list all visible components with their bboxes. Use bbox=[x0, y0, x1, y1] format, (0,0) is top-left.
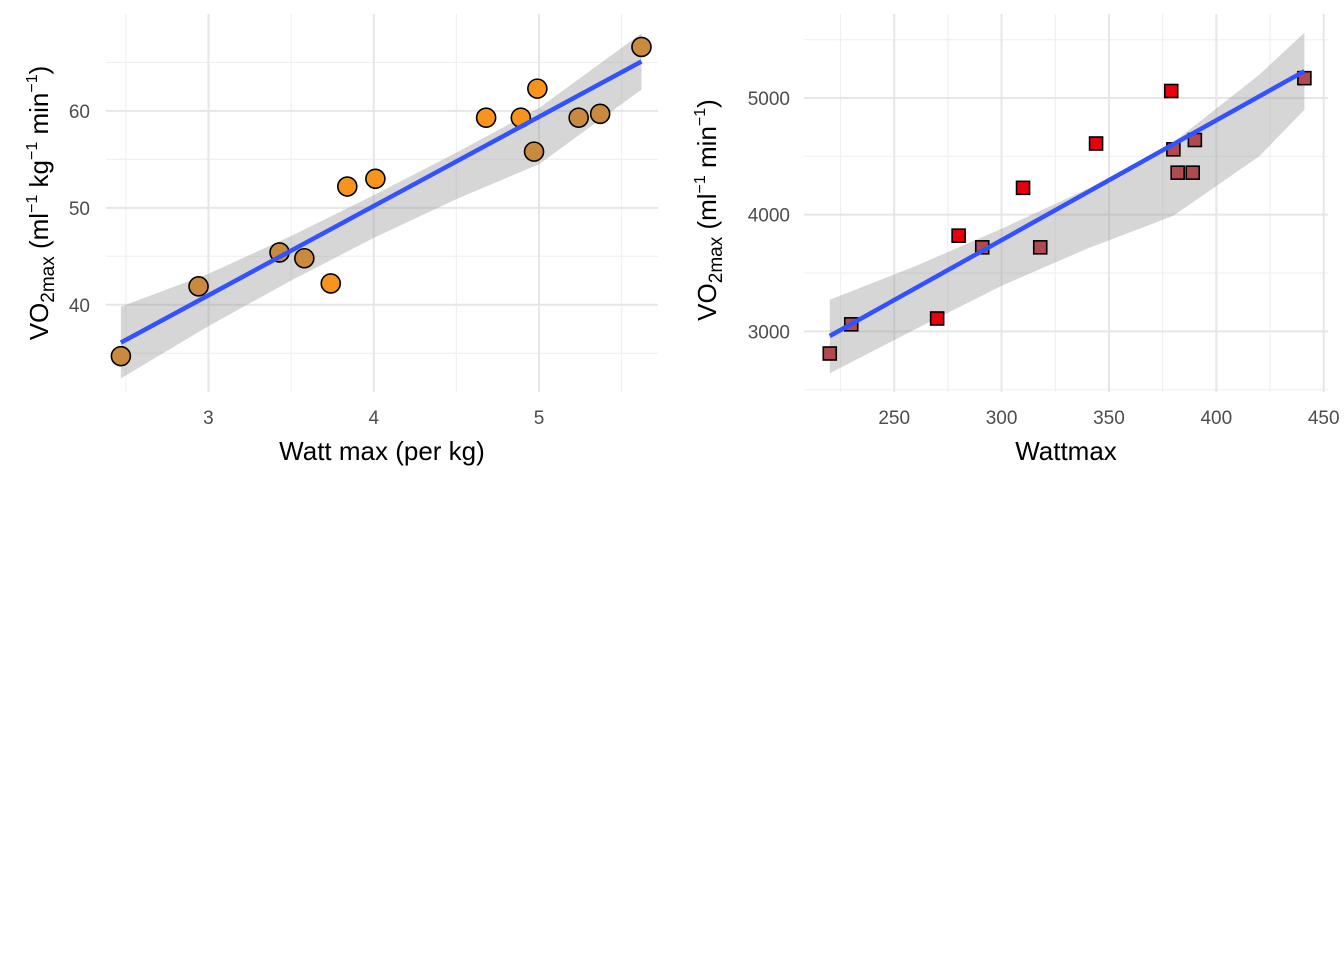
chart-1-y-tick-label: 5000 bbox=[748, 89, 790, 110]
chart-0-y-tick-label: 40 bbox=[69, 296, 90, 317]
chart-1-x-axis-title: Wattmax bbox=[1015, 436, 1117, 466]
chart-0-y-title-unit-min: min bbox=[24, 93, 54, 142]
chart-0-y-title-superscript: −1 bbox=[24, 142, 41, 160]
chart-0-confidence-band bbox=[120, 33, 642, 379]
chart-1-x-tick-label: 400 bbox=[1200, 408, 1232, 429]
chart-1-fit-line bbox=[828, 69, 1306, 338]
chart-0-y-title-superscript: −1 bbox=[24, 195, 41, 213]
chart-0-y-title-unit-open: (ml bbox=[24, 213, 54, 256]
chart-1-y-title-unit-min: min bbox=[692, 126, 722, 175]
chart-1-y-tick-label: 4000 bbox=[748, 206, 790, 227]
chart-0-data-point-1 bbox=[188, 276, 209, 297]
chart-1-y-title-superscript: −1 bbox=[692, 175, 709, 193]
chart-0-data-point-6 bbox=[365, 168, 386, 190]
chart-1-x-tick-label: 300 bbox=[986, 408, 1018, 429]
chart-1-x-tick-label: 450 bbox=[1308, 408, 1340, 429]
chart-0-y-title-unit-kg: kg bbox=[24, 160, 54, 195]
chart-1-data-point-5 bbox=[1015, 180, 1031, 196]
chart-0-fit-line bbox=[119, 59, 643, 345]
chart-1-y-title-unit-close: ) bbox=[692, 99, 722, 108]
chart-0-data-point-4 bbox=[320, 273, 342, 294]
chart-0-y-title-subscript: 2max bbox=[38, 256, 59, 303]
chart-0-data-point-12 bbox=[589, 103, 611, 125]
chart-1-y-title-main: VO bbox=[692, 283, 722, 321]
chart-0-data-point-10 bbox=[527, 78, 548, 99]
chart-1-data-point-6 bbox=[1032, 240, 1048, 255]
chart-0-y-tick-label: 50 bbox=[69, 199, 90, 220]
chart-0-data-point-3 bbox=[294, 247, 315, 269]
chart-0-x-tick-label: 5 bbox=[534, 408, 545, 429]
chart-0-y-tick-label: 60 bbox=[69, 102, 90, 123]
chart-1-data-point-10 bbox=[1170, 165, 1185, 180]
chart-1-y-tick-label: 3000 bbox=[748, 322, 790, 343]
chart-0-data-point-13 bbox=[631, 36, 652, 58]
chart-0-y-title-unit-close: ) bbox=[24, 66, 54, 75]
chart-0-x-axis-title: Watt max (per kg) bbox=[279, 436, 485, 466]
chart-panel-wattmax: 250 300 350 400 450 3000 4000 5000 Wattmax VO2max… bbox=[692, 14, 1340, 466]
chart-1-data-point-8 bbox=[1163, 83, 1179, 99]
chart-0-data-point-11 bbox=[568, 107, 589, 129]
chart-0-x-tick-label: 3 bbox=[203, 408, 214, 429]
chart-1-data-point-3 bbox=[951, 228, 966, 243]
chart-0-y-title-superscript: −1 bbox=[24, 74, 41, 92]
chart-0-data-point-5 bbox=[336, 176, 358, 197]
chart-1-y-title-unit-open: (ml bbox=[692, 193, 722, 236]
chart-1-data-point-7 bbox=[1088, 136, 1104, 151]
chart-0-y-axis-title: VO2max (ml−1 kg−1 min−1) bbox=[24, 66, 59, 341]
chart-0-data-point-0 bbox=[110, 345, 132, 367]
chart-1-y-title-subscript: 2max bbox=[706, 236, 727, 283]
chart-0-data-point-7 bbox=[475, 107, 497, 129]
chart-0-data-point-9 bbox=[523, 141, 545, 162]
chart-1-x-tick-label: 350 bbox=[1093, 408, 1125, 429]
chart-0-y-title-main: VO bbox=[24, 303, 54, 341]
chart-0-x-tick-label: 4 bbox=[368, 408, 379, 429]
chart-1-y-title-superscript: −1 bbox=[692, 108, 709, 126]
chart-1-data-point-2 bbox=[929, 311, 945, 326]
chart-1-data-point-11 bbox=[1185, 165, 1201, 180]
chart-1-data-point-0 bbox=[822, 346, 838, 361]
chart-1-x-tick-label: 250 bbox=[878, 408, 910, 429]
chart-1-y-axis-title: VO2max (ml−1 min−1) bbox=[692, 99, 727, 321]
